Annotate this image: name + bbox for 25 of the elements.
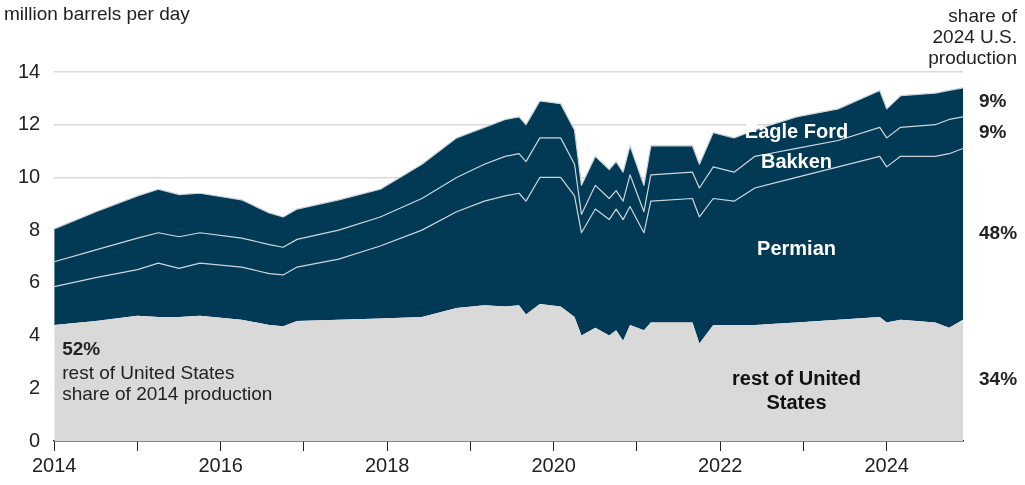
x-tick-label: 2016 xyxy=(198,453,243,476)
x-tick-label: 2020 xyxy=(531,453,576,476)
y-tick-label: 10 xyxy=(18,164,41,187)
y-tick-label: 0 xyxy=(29,428,41,451)
y-tick-label: 8 xyxy=(29,217,41,240)
text: 48% xyxy=(979,222,1018,244)
annotation: 52% xyxy=(62,338,101,360)
text: 9% xyxy=(979,90,1007,113)
y-tick-label: 14 xyxy=(18,59,41,82)
series-label: Bakken xyxy=(760,150,833,173)
x-tick-label: 2024 xyxy=(864,453,909,476)
y-tick-label: 4 xyxy=(29,323,41,346)
text: 34% xyxy=(979,368,1018,391)
series-label: rest of United States xyxy=(732,367,861,414)
text: share of 2024 U.S. production xyxy=(927,5,1017,69)
y-tick-label: 6 xyxy=(29,270,41,293)
x-tick-label: 2022 xyxy=(697,453,743,476)
x-tick-label: 2014 xyxy=(32,453,77,476)
y-axis-title: million barrels per day xyxy=(4,3,190,25)
annotation: rest of United States share of 2014 production xyxy=(62,362,274,405)
y-tick-label: 2 xyxy=(29,375,41,398)
y-tick-label: 12 xyxy=(18,112,41,135)
series-label: Permian xyxy=(757,237,836,260)
text: 9% xyxy=(979,120,1007,143)
x-tick-label: 2018 xyxy=(364,453,410,476)
